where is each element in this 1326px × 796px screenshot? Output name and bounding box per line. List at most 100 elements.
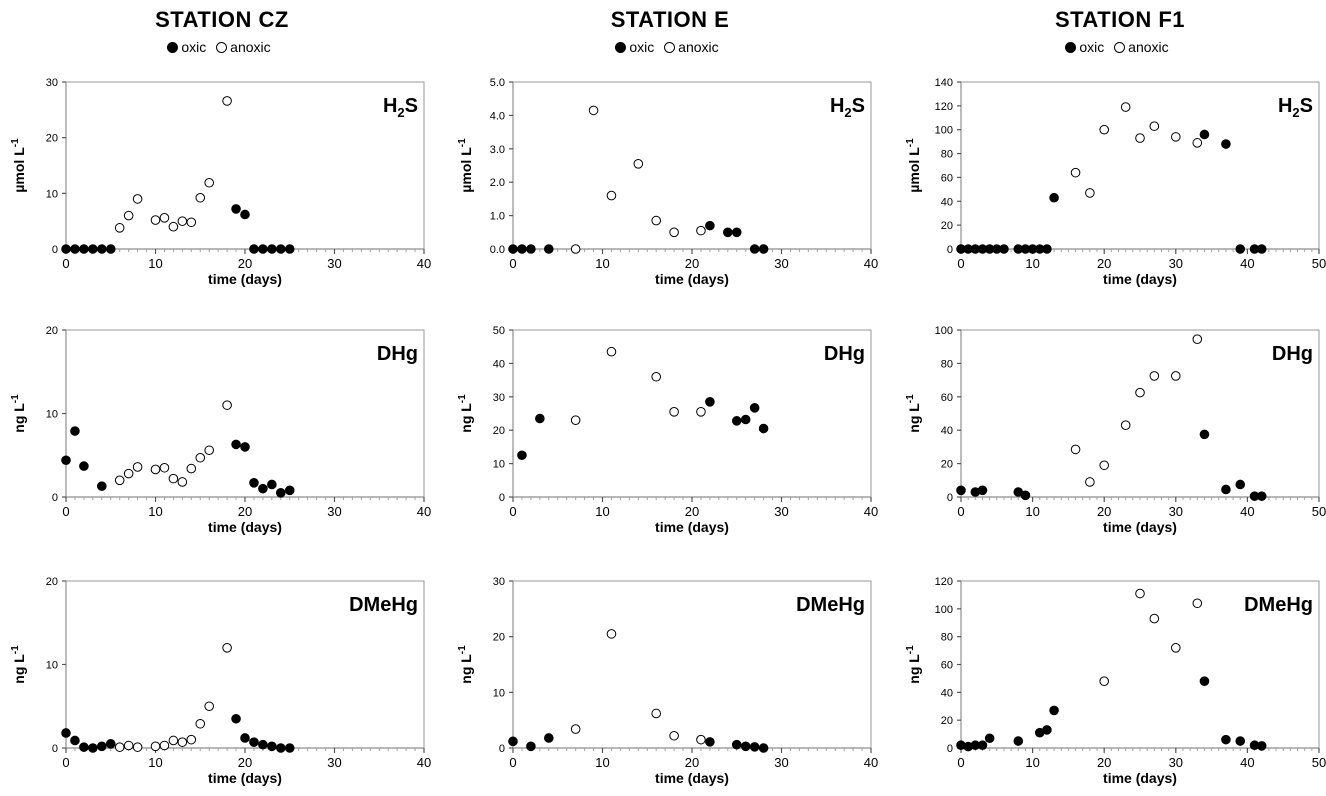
anoxic-data-point <box>669 407 679 417</box>
x-axis-label: time (days) <box>1103 271 1177 287</box>
x-tick-label: 40 <box>417 755 431 770</box>
x-tick-label: 10 <box>595 504 609 519</box>
anoxic-data-point <box>633 159 644 169</box>
oxic-data-point <box>517 450 527 461</box>
y-tick-label: 20 <box>46 576 58 588</box>
anoxic-data-point <box>1171 643 1181 653</box>
y-tick-label: 1.0 <box>490 211 505 223</box>
y-tick-label: 0 <box>947 743 953 755</box>
anoxic-data-point <box>204 177 214 188</box>
legend: oxic anoxic <box>970 38 1270 56</box>
scatter-panel: 0 10 20 30 40 50 0 20 40 60 80 100 120 time (days) ng … <box>905 576 1326 786</box>
y-tick-label: 100 <box>935 325 953 337</box>
panel-label: DHg <box>1272 343 1313 365</box>
oxic-data-point <box>231 439 241 450</box>
scatter-panel: 0 10 20 30 40 0 10 20 30 time (days) µmol L-1 H2S <box>10 77 431 287</box>
y-axis-label: ng L-1 <box>905 645 922 684</box>
oxic-data-point <box>535 413 545 424</box>
y-tick-label: 20 <box>941 715 953 727</box>
x-tick-label: 30 <box>1169 256 1183 271</box>
y-tick-label: 30 <box>493 392 505 404</box>
oxic-data-point <box>544 733 554 743</box>
x-tick-label: 20 <box>238 504 252 519</box>
anoxic-data-point <box>570 415 581 425</box>
x-tick-label: 20 <box>238 755 252 770</box>
x-tick-label: 20 <box>685 256 699 271</box>
oxic-data-point <box>723 227 733 238</box>
y-tick-label: 0.0 <box>490 244 505 256</box>
y-tick-label: 20 <box>493 632 505 644</box>
anoxic-data-point <box>1192 598 1203 609</box>
y-tick-label: 100 <box>935 604 953 616</box>
anoxic-data-point <box>1135 588 1145 599</box>
anoxic-data-point <box>1085 188 1095 198</box>
station-f1-header: STATION F1 oxic anoxic <box>970 6 1270 56</box>
legend-oxic-label: oxic <box>181 39 207 55</box>
x-tick-label: 0 <box>509 256 516 271</box>
anoxic-data-point <box>177 477 188 487</box>
oxic-data-point <box>749 742 760 752</box>
x-tick-label: 0 <box>62 504 69 519</box>
oxic-data-point <box>1199 129 1210 140</box>
anoxic-data-point <box>1085 477 1095 487</box>
oxic-data-point <box>1221 734 1231 745</box>
anoxic-data-point <box>114 223 125 233</box>
oxic-data-point <box>1199 429 1210 440</box>
oxic-data-point <box>1221 139 1231 149</box>
oxic-data-point <box>705 737 715 747</box>
x-tick-label: 10 <box>148 755 162 770</box>
y-tick-label: 20 <box>46 325 58 337</box>
anoxic-data-point <box>159 213 170 223</box>
panel-label: DMeHg <box>1244 594 1313 616</box>
anoxic-data-point <box>177 737 188 747</box>
panel-label: H2S <box>1278 95 1313 120</box>
x-tick-label: 0 <box>62 755 69 770</box>
x-axis-label: time (days) <box>208 519 282 535</box>
oxic-data-point <box>284 743 295 753</box>
x-tick-label: 30 <box>774 504 788 519</box>
oxic-data-point <box>79 742 89 752</box>
y-tick-label: 40 <box>941 196 953 208</box>
anoxic-data-point <box>696 225 706 236</box>
x-axis-label: time (days) <box>655 519 729 535</box>
station-title: STATION F1 <box>1054 7 1186 32</box>
anoxic-data-point <box>1099 460 1109 471</box>
oxic-data-point <box>240 209 250 220</box>
y-tick-label: 30 <box>493 576 505 588</box>
oxic-data-point <box>1256 491 1267 501</box>
x-tick-label: 10 <box>595 755 609 770</box>
x-tick-label: 40 <box>864 755 878 770</box>
oxic-data-point <box>249 737 259 747</box>
anoxic-data-point <box>150 464 161 475</box>
station-cz-header: STATION CZ oxic anoxic <box>72 6 372 56</box>
anoxic-data-point <box>1149 371 1160 381</box>
x-tick-label: 20 <box>1097 755 1111 770</box>
panel-label: H2S <box>830 95 865 120</box>
y-tick-label: 0 <box>52 743 58 755</box>
legend-oxic-label: oxic <box>1079 39 1105 55</box>
oxic-data-point <box>97 741 107 752</box>
y-tick-label: 10 <box>493 459 505 471</box>
x-tick-label: 0 <box>509 504 516 519</box>
oxic-data-point <box>517 244 527 254</box>
oxic-data-point <box>1235 244 1246 254</box>
y-tick-label: 10 <box>493 687 505 699</box>
anoxic-marker-icon <box>1114 41 1126 53</box>
y-tick-label: 0 <box>947 492 953 504</box>
anoxic-data-point <box>1192 334 1203 344</box>
y-tick-label: 60 <box>941 660 953 672</box>
x-tick-label: 30 <box>1169 504 1183 519</box>
oxic-data-point <box>526 741 536 752</box>
y-axis-label: ng L-1 <box>457 394 474 433</box>
x-tick-label: 30 <box>1169 755 1183 770</box>
panel-label: DMeHg <box>349 594 418 616</box>
y-tick-label: 20 <box>941 220 953 232</box>
oxic-marker-icon <box>167 41 179 53</box>
y-tick-label: 80 <box>941 358 953 370</box>
oxic-data-point <box>1235 479 1246 490</box>
y-tick-label: 10 <box>46 188 58 200</box>
anoxic-marker-icon <box>664 41 676 53</box>
anoxic-data-point <box>669 730 679 741</box>
oxic-data-point <box>258 244 268 254</box>
